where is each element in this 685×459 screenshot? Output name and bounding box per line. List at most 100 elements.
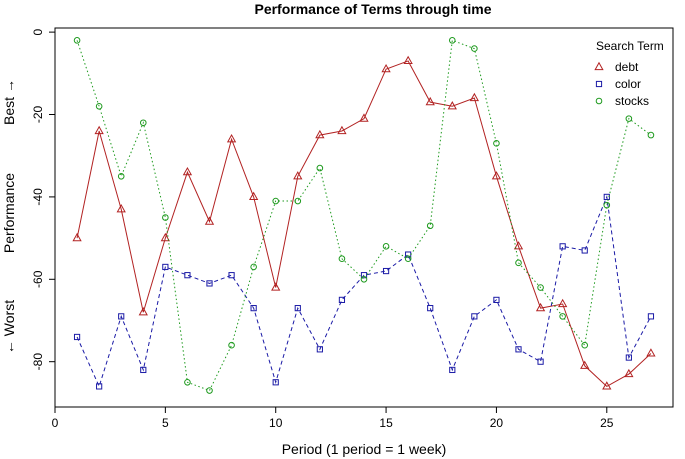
- data-point-debt: [204, 216, 215, 225]
- legend-label-color: color: [615, 77, 641, 91]
- data-point-debt: [602, 381, 612, 390]
- data-point-stocks: [139, 119, 147, 127]
- data-point-color: [471, 313, 478, 320]
- y-axis-label-best: Best →: [1, 79, 17, 125]
- series-color: [73, 193, 655, 390]
- data-point-stocks: [162, 214, 169, 221]
- series-line-debt: [76, 60, 652, 388]
- data-point-color: [537, 358, 544, 365]
- plot-frame: [54, 27, 674, 408]
- data-point-color: [515, 346, 522, 353]
- y-axis-label-worst: ← Worst: [1, 300, 17, 354]
- legend-label-debt: debt: [615, 60, 639, 74]
- series-stocks: [73, 37, 655, 394]
- chart-title: Performance of Terms through time: [254, 1, 491, 17]
- data-point-color: [73, 333, 81, 341]
- data-point-stocks: [426, 222, 434, 230]
- data-point-color: [493, 296, 500, 303]
- series-layer: [72, 37, 656, 394]
- x-tick-label: 10: [269, 416, 283, 430]
- legend-label-stocks: stocks: [615, 94, 649, 108]
- x-tick-label: 5: [162, 416, 169, 430]
- data-point-debt: [248, 191, 259, 201]
- data-point-color: [206, 280, 213, 287]
- data-point-debt: [447, 101, 457, 110]
- data-point-color: [316, 346, 323, 353]
- data-point-stocks: [338, 255, 346, 262]
- data-point-debt: [381, 63, 391, 73]
- data-point-stocks: [625, 115, 633, 122]
- data-point-color: [294, 305, 301, 312]
- data-point-stocks: [184, 378, 191, 386]
- y-tick-label: 0: [31, 28, 45, 35]
- x-axis-label: Period (1 period = 1 week): [282, 441, 447, 457]
- data-point-color: [581, 247, 588, 254]
- x-tick-label: 0: [52, 416, 59, 430]
- data-point-stocks: [272, 197, 280, 205]
- data-point-debt: [293, 171, 303, 180]
- data-point-debt: [359, 113, 369, 122]
- data-point-color: [382, 267, 390, 275]
- data-point-stocks: [647, 131, 655, 139]
- legend-title: Search Term: [596, 39, 664, 53]
- y-tick-label: -60: [31, 270, 45, 288]
- data-point-debt: [403, 55, 413, 65]
- data-point-stocks: [250, 263, 257, 271]
- data-point-color: [427, 305, 434, 312]
- data-point-stocks: [73, 37, 81, 44]
- data-point-debt: [116, 204, 126, 213]
- data-point-color: [360, 272, 368, 279]
- data-point-stocks: [95, 102, 103, 110]
- y-tick-label: -80: [31, 353, 45, 371]
- data-point-color: [140, 366, 147, 374]
- data-point-stocks: [228, 341, 235, 349]
- data-point-color: [96, 383, 103, 390]
- legend-marker-debt: [594, 61, 604, 71]
- data-point-stocks: [537, 284, 544, 291]
- data-point-stocks: [360, 275, 368, 283]
- data-point-stocks: [294, 197, 302, 205]
- x-tick-label: 25: [600, 416, 614, 430]
- data-point-color: [250, 305, 257, 312]
- data-point-debt: [138, 307, 148, 316]
- data-point-debt: [491, 171, 502, 180]
- data-point-debt: [94, 125, 104, 135]
- legend-marker-color: [595, 80, 603, 88]
- y-tick-label: -20: [31, 106, 45, 124]
- data-point-debt: [513, 241, 524, 250]
- data-point-color: [118, 313, 125, 320]
- data-point-stocks: [382, 243, 390, 250]
- data-point-color: [625, 354, 632, 361]
- data-point-color: [184, 272, 191, 279]
- data-point-debt: [315, 129, 325, 139]
- data-point-debt: [646, 348, 656, 357]
- data-point-color: [559, 243, 566, 250]
- data-point-debt: [271, 282, 281, 291]
- data-point-debt: [624, 368, 634, 378]
- axes: 0 5 10 15 20 25 0 -20 -40 -60 -80: [31, 28, 614, 430]
- data-point-stocks: [581, 341, 589, 349]
- legend: Search Term debt color stocks: [594, 39, 664, 108]
- data-point-color: [272, 379, 279, 386]
- data-point-stocks: [515, 259, 522, 267]
- data-point-debt: [160, 232, 171, 242]
- data-point-color: [449, 366, 456, 374]
- x-tick-label: 20: [490, 416, 504, 430]
- data-point-debt: [425, 96, 435, 106]
- data-point-stocks: [603, 201, 611, 209]
- y-tick-label: -40: [31, 188, 45, 206]
- series-line-stocks: [76, 39, 652, 392]
- data-point-stocks: [493, 140, 500, 147]
- y-axis-label-performance: Performance: [1, 173, 17, 253]
- data-point-debt: [226, 134, 237, 143]
- data-point-debt: [469, 92, 480, 102]
- data-point-debt: [182, 166, 193, 176]
- data-point-stocks: [404, 255, 412, 262]
- x-tick-label: 15: [379, 416, 393, 430]
- data-point-color: [338, 296, 346, 303]
- data-point-color: [228, 272, 235, 279]
- data-point-debt: [535, 302, 546, 312]
- data-point-stocks: [448, 37, 456, 44]
- series-debt: [72, 55, 656, 390]
- data-point-debt: [580, 360, 590, 369]
